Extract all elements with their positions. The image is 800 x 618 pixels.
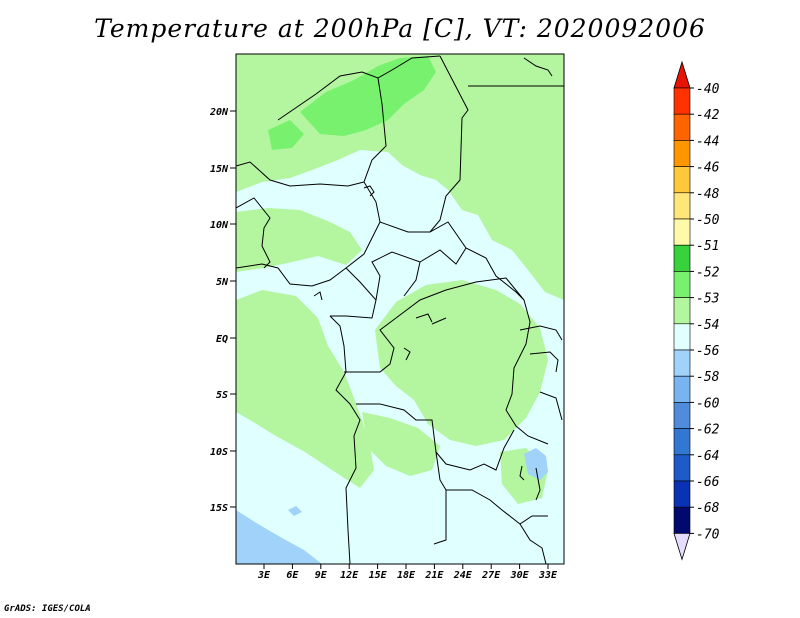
colorbar-label: -52: [696, 265, 720, 280]
colorbar-label: -68: [696, 501, 720, 516]
colorbar-label: -66: [696, 475, 720, 490]
credit-label: GrADS: IGES/COLA: [4, 604, 91, 614]
temperature-region-sahara-west: [268, 120, 304, 150]
colorbar-label: -64: [696, 449, 719, 464]
lon-tick-label: 12E: [340, 570, 359, 581]
temperature-region-coastal: [236, 290, 374, 488]
lat-tick-label: 5S: [216, 390, 228, 401]
colorbar: -40 -42 -44 -46 -48 -50 -51 -52 -53 -54 -56 -58 -60 -…: [673, 60, 720, 561]
colorbar-label: -44: [696, 134, 719, 149]
lon-tick-label: 24E: [453, 570, 473, 581]
colorbar-label: -56: [696, 344, 720, 359]
colorbar-label: -58: [696, 370, 720, 385]
lat-tick-label: 15S: [210, 503, 228, 514]
longitude-axis: 3E 6E 9E 12E 15E 18E 21E 24E 27E 30E 33E: [257, 564, 558, 581]
colorbar-swatch: [673, 244, 691, 272]
colorbar-swatch: [673, 349, 691, 377]
colorbar-swatch: [673, 297, 691, 325]
temperature-region-sahara: [300, 56, 436, 136]
latitude-axis: 20N 15N 10N 5N EQ 5S 10S 15S: [209, 107, 236, 514]
chart-title: Temperature at 200hPa [C], VT: 202009200…: [94, 14, 706, 43]
colorbar-label: -48: [696, 187, 720, 202]
colorbar-swatch: [673, 218, 691, 246]
colorbar-swatch: [673, 87, 691, 115]
colorbar-swatch: [673, 428, 691, 456]
colorbar-label: -54: [696, 318, 719, 333]
colorbar-swatch: [673, 323, 691, 351]
lon-tick-label: 9E: [315, 570, 328, 581]
colorbar-top-arrow: [673, 60, 691, 89]
country-boundaries: [236, 55, 564, 564]
lon-tick-label: 27E: [481, 570, 501, 581]
lon-tick-label: 6E: [286, 570, 299, 581]
lat-tick-label: 15N: [210, 164, 229, 175]
temperature-region-southwest-ocean: [236, 510, 322, 564]
lon-tick-label: 18E: [397, 570, 416, 581]
lat-tick-label: 5N: [216, 277, 229, 288]
colorbar-label: -46: [696, 161, 720, 176]
colorbar-label: -53: [696, 292, 719, 307]
lon-tick-label: 30E: [510, 570, 530, 581]
colorbar-swatch: [673, 271, 691, 298]
colorbar-swatch: [673, 113, 691, 141]
lat-tick-label: 10N: [210, 220, 229, 231]
colorbar-label: -51: [696, 239, 719, 254]
colorbar-label: -42: [696, 108, 720, 123]
lat-tick-label: 20N: [209, 107, 229, 118]
temperature-region-south-central: [362, 412, 440, 476]
lat-tick-label: EQ: [216, 334, 228, 345]
colorbar-swatch: [673, 192, 691, 220]
colorbar-swatch: [673, 375, 691, 403]
map-frame: [235, 53, 565, 565]
temperature-region-lake: [524, 448, 548, 480]
lat-tick-label: 10S: [210, 447, 228, 458]
colorbar-label: -62: [696, 423, 720, 438]
colorbar-label: -60: [696, 396, 720, 411]
map-plot-area: [236, 54, 564, 564]
lon-tick-label: 21E: [424, 570, 444, 581]
colorbar-swatch: [673, 506, 691, 534]
colorbar-swatch: [673, 140, 691, 167]
lon-tick-label: 33E: [538, 570, 558, 581]
colorbar-bottom-arrow: [673, 533, 691, 561]
temperature-region-central: [375, 280, 548, 446]
colorbar-swatch: [673, 402, 691, 429]
colorbar-swatch: [673, 480, 691, 508]
temperature-region-small-patch: [288, 506, 302, 516]
colorbar-label: -50: [696, 213, 720, 228]
colorbar-swatch: [673, 454, 691, 482]
lon-tick-label: 3E: [257, 570, 271, 581]
lon-tick-label: 15E: [369, 570, 388, 581]
colorbar-label: -70: [696, 527, 720, 542]
colorbar-swatch: [673, 166, 691, 194]
colorbar-label: -40: [696, 82, 720, 97]
